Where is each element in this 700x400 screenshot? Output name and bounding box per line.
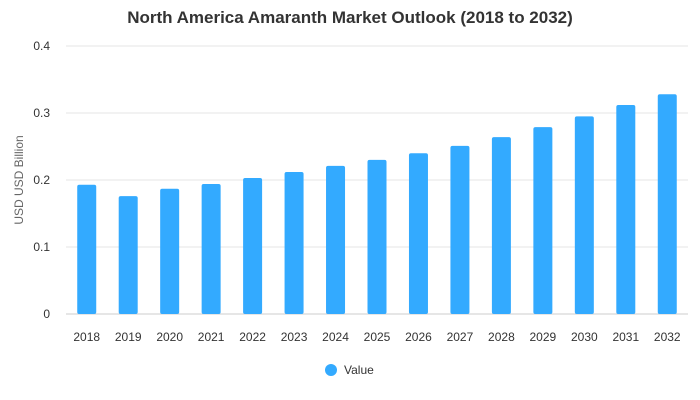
bar-2026[interactable] [408, 153, 428, 314]
bar-2025[interactable] [367, 159, 387, 314]
y-tick-label: 0.3 [33, 106, 50, 120]
x-tick-label-2031: 2031 [612, 330, 639, 344]
bar-2019[interactable] [118, 196, 138, 314]
bars [77, 94, 677, 315]
legend-marker-value[interactable] [325, 364, 337, 376]
bar-2031[interactable] [616, 104, 636, 315]
bar-2018[interactable] [77, 184, 97, 314]
x-tick-label-2030: 2030 [571, 330, 598, 344]
x-axis-ticks: 2018 2019 2020 2021 2022 2023 2024 2025 2026 2027… [73, 330, 681, 344]
legend-label-value[interactable]: Value [344, 363, 374, 377]
x-tick-label-2021: 2021 [198, 330, 225, 344]
bar-2032[interactable] [657, 94, 677, 315]
x-tick-label-2020: 2020 [156, 330, 183, 344]
y-tick-label: 0.1 [33, 240, 50, 254]
bar-2020[interactable] [160, 188, 180, 314]
bar-2027[interactable] [450, 145, 470, 314]
y-axis-ticks: 0 0.1 0.2 0.3 0.4 [33, 39, 50, 321]
x-tick-label-2028: 2028 [488, 330, 515, 344]
x-tick-label-2019: 2019 [115, 330, 142, 344]
bar-2021[interactable] [201, 184, 221, 314]
x-tick-label-2032: 2032 [654, 330, 681, 344]
bar-2023[interactable] [284, 171, 304, 314]
y-axis-title: USD USD Billion [12, 135, 26, 224]
x-tick-label-2025: 2025 [364, 330, 391, 344]
x-tick-label-2024: 2024 [322, 330, 349, 344]
legend[interactable]: Value [325, 363, 374, 377]
bar-2022[interactable] [243, 177, 263, 314]
bar-2030[interactable] [574, 116, 594, 314]
bar-2024[interactable] [326, 165, 346, 314]
y-tick-label: 0.4 [33, 39, 50, 53]
chart-title: North America Amaranth Market Outlook (2… [127, 8, 573, 27]
x-tick-label-2029: 2029 [530, 330, 557, 344]
bar-2028[interactable] [491, 137, 511, 314]
x-tick-label-2023: 2023 [281, 330, 308, 344]
x-tick-label-2026: 2026 [405, 330, 432, 344]
x-tick-label-2018: 2018 [73, 330, 100, 344]
y-tick-label: 0 [43, 307, 50, 321]
x-tick-label-2022: 2022 [239, 330, 266, 344]
x-tick-label-2027: 2027 [447, 330, 474, 344]
y-tick-label: 0.2 [33, 173, 50, 187]
bar-2029[interactable] [533, 127, 553, 314]
